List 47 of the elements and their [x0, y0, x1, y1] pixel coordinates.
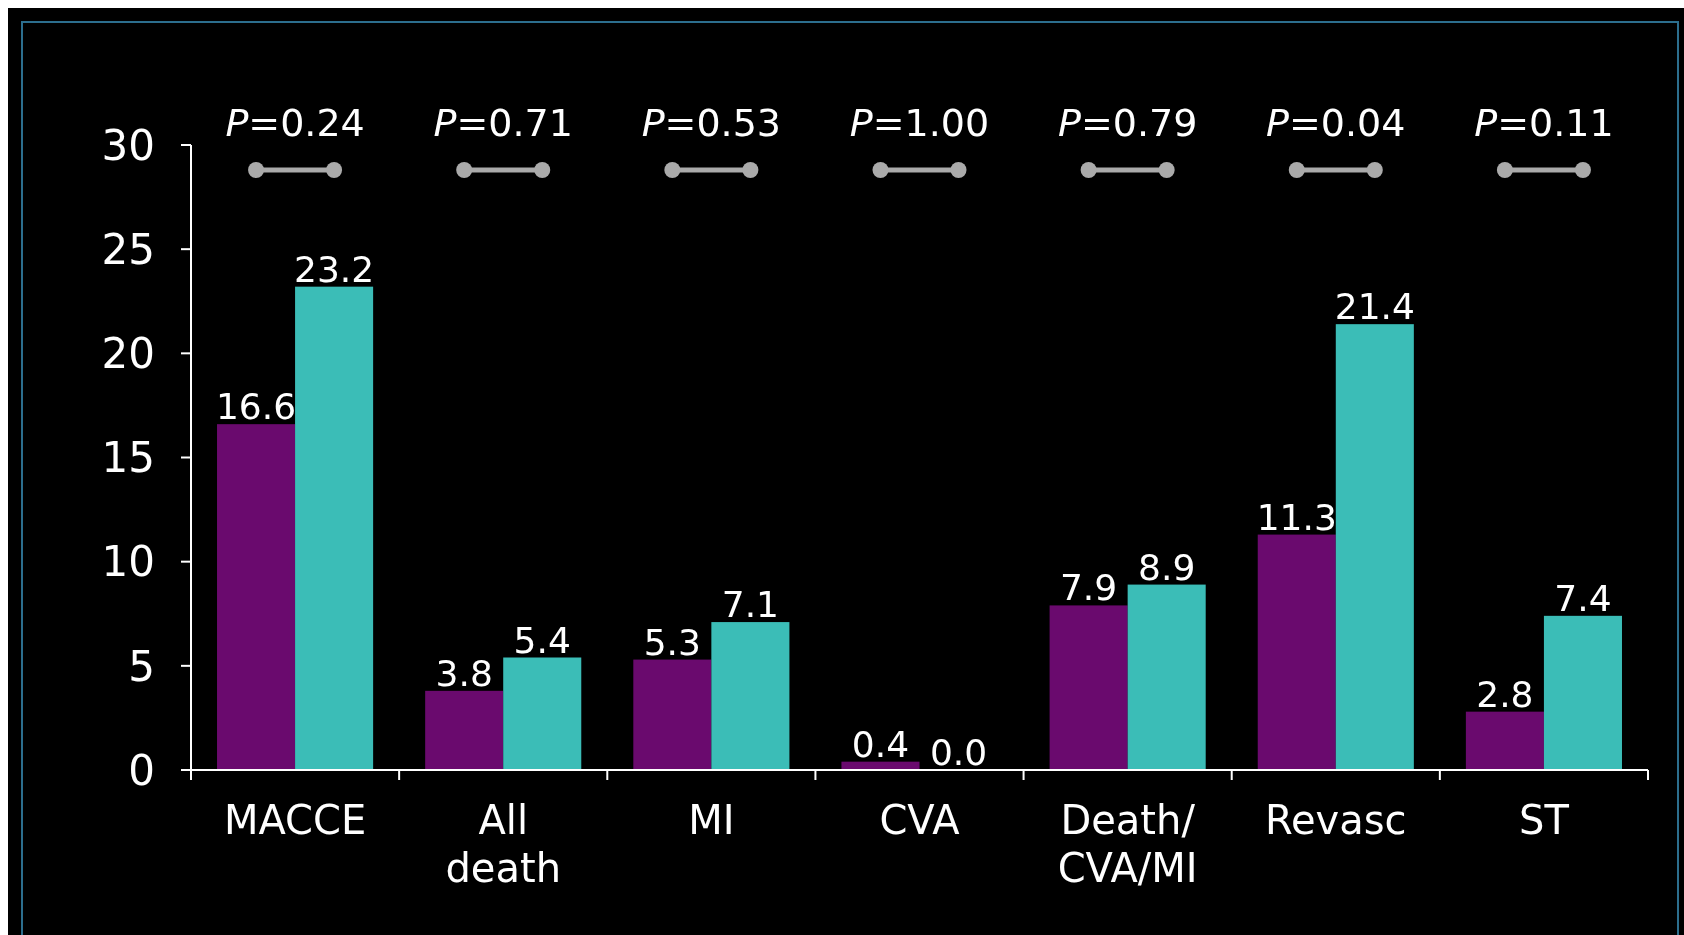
y-tick-label: 15	[101, 433, 155, 483]
data-label: 0.4	[851, 723, 910, 765]
y-tick-label: 20	[101, 329, 155, 379]
data-label: 7.4	[1554, 577, 1612, 619]
y-tick-label: 5	[128, 641, 155, 691]
data-label: 5.3	[643, 621, 701, 663]
text: P=0.24	[225, 101, 365, 145]
data-label: 5.4	[513, 619, 571, 661]
data-label: 8.9	[1138, 546, 1196, 588]
x-tick-label: CVA	[879, 797, 961, 843]
data-label: 16.6	[215, 386, 297, 428]
y-tick-label: 30	[101, 120, 155, 170]
x-tick-label: MACCE	[223, 797, 367, 843]
bar	[503, 657, 582, 770]
bar	[1543, 615, 1622, 770]
text: P=0.53	[641, 101, 782, 145]
y-tick-label: 0	[128, 745, 155, 795]
text: P=0.04	[1266, 101, 1406, 145]
bar	[425, 690, 504, 770]
data-label: 11.3	[1256, 496, 1337, 538]
x-tick-label: MI	[688, 797, 735, 843]
y-tick-label: 10	[101, 537, 155, 587]
y-tick-label: 25	[101, 224, 155, 274]
x-tick-label: ST	[1519, 797, 1570, 843]
bar	[633, 659, 712, 770]
x-tick-label: Revasc	[1264, 797, 1407, 843]
bar	[1465, 711, 1544, 770]
bar	[1335, 324, 1414, 770]
text: P=0.79	[1057, 101, 1198, 145]
data-label: 7.9	[1059, 567, 1118, 609]
data-label: 7.1	[721, 584, 780, 626]
text: P=0.11	[1474, 101, 1614, 145]
x-tick-label: All death	[445, 797, 561, 891]
bar	[295, 286, 374, 770]
data-label: 0.0	[929, 732, 988, 773]
bar	[1127, 584, 1206, 770]
text: P=1.00	[849, 101, 990, 145]
bar	[1257, 534, 1336, 770]
data-label: 23.2	[294, 248, 375, 290]
data-label: 21.4	[1334, 286, 1415, 328]
bar	[217, 424, 296, 770]
text: P=0.71	[433, 101, 573, 145]
bar	[1049, 605, 1128, 770]
x-tick-label: Death/ CVA/MI	[1057, 797, 1198, 891]
data-label: 3.8	[435, 652, 493, 694]
data-label: 2.8	[1476, 673, 1534, 715]
bar	[711, 622, 790, 770]
